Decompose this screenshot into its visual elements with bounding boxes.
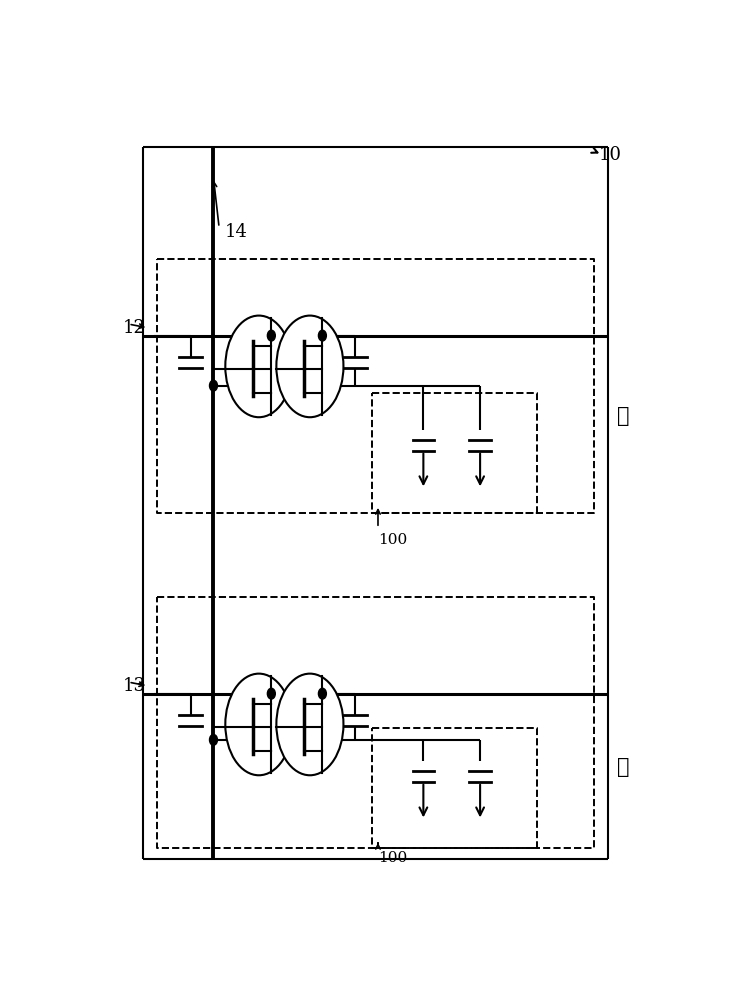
Text: 10: 10 [600, 146, 622, 164]
Ellipse shape [225, 674, 292, 775]
Ellipse shape [277, 316, 343, 417]
Ellipse shape [277, 674, 343, 775]
Text: 奇: 奇 [617, 406, 630, 426]
Text: 100: 100 [378, 533, 407, 547]
Ellipse shape [225, 316, 292, 417]
Text: 14: 14 [225, 223, 247, 241]
Circle shape [209, 380, 217, 391]
Text: 偶: 偶 [617, 757, 630, 777]
Text: 12: 12 [123, 319, 146, 337]
Text: 100: 100 [378, 851, 407, 865]
Text: 13: 13 [123, 677, 146, 695]
Circle shape [267, 688, 275, 699]
Circle shape [318, 688, 326, 699]
Circle shape [209, 734, 217, 745]
Circle shape [318, 330, 326, 341]
Circle shape [267, 330, 275, 341]
